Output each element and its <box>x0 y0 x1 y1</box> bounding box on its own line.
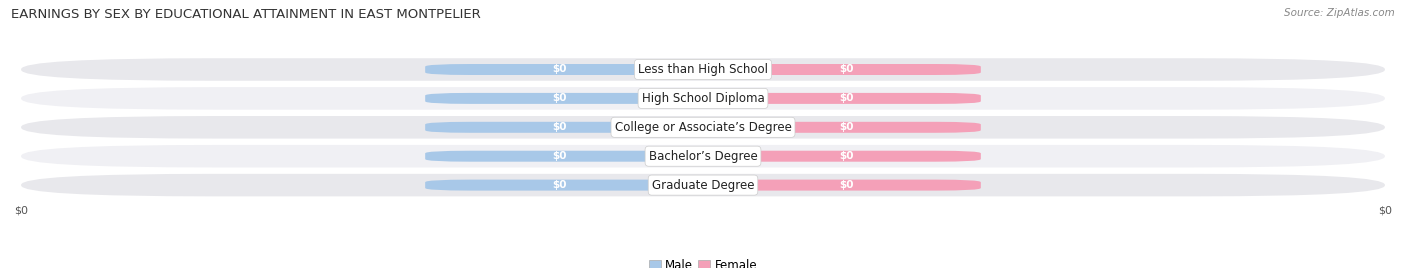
Text: $0: $0 <box>551 94 567 103</box>
Text: $0: $0 <box>551 65 567 75</box>
FancyBboxPatch shape <box>713 151 981 162</box>
Text: $0: $0 <box>551 122 567 132</box>
Text: $0: $0 <box>839 151 855 161</box>
Legend: Male, Female: Male, Female <box>648 259 758 268</box>
Text: Source: ZipAtlas.com: Source: ZipAtlas.com <box>1284 8 1395 18</box>
FancyBboxPatch shape <box>425 93 693 104</box>
FancyBboxPatch shape <box>713 180 981 191</box>
Text: College or Associate’s Degree: College or Associate’s Degree <box>614 121 792 134</box>
Text: Graduate Degree: Graduate Degree <box>652 178 754 192</box>
Text: EARNINGS BY SEX BY EDUCATIONAL ATTAINMENT IN EAST MONTPELIER: EARNINGS BY SEX BY EDUCATIONAL ATTAINMEN… <box>11 8 481 21</box>
FancyBboxPatch shape <box>713 64 981 75</box>
FancyBboxPatch shape <box>425 64 693 75</box>
FancyBboxPatch shape <box>425 151 693 162</box>
FancyBboxPatch shape <box>21 174 1385 196</box>
Text: $0: $0 <box>839 180 855 190</box>
Text: $0: $0 <box>839 122 855 132</box>
Text: $0: $0 <box>839 65 855 75</box>
Text: Bachelor’s Degree: Bachelor’s Degree <box>648 150 758 163</box>
Text: $0: $0 <box>551 151 567 161</box>
FancyBboxPatch shape <box>713 122 981 133</box>
Text: Less than High School: Less than High School <box>638 63 768 76</box>
Text: $0: $0 <box>551 180 567 190</box>
Text: High School Diploma: High School Diploma <box>641 92 765 105</box>
FancyBboxPatch shape <box>713 93 981 104</box>
FancyBboxPatch shape <box>425 180 693 191</box>
Text: $0: $0 <box>839 94 855 103</box>
FancyBboxPatch shape <box>21 58 1385 81</box>
FancyBboxPatch shape <box>21 116 1385 139</box>
FancyBboxPatch shape <box>21 87 1385 110</box>
FancyBboxPatch shape <box>21 145 1385 168</box>
FancyBboxPatch shape <box>425 122 693 133</box>
